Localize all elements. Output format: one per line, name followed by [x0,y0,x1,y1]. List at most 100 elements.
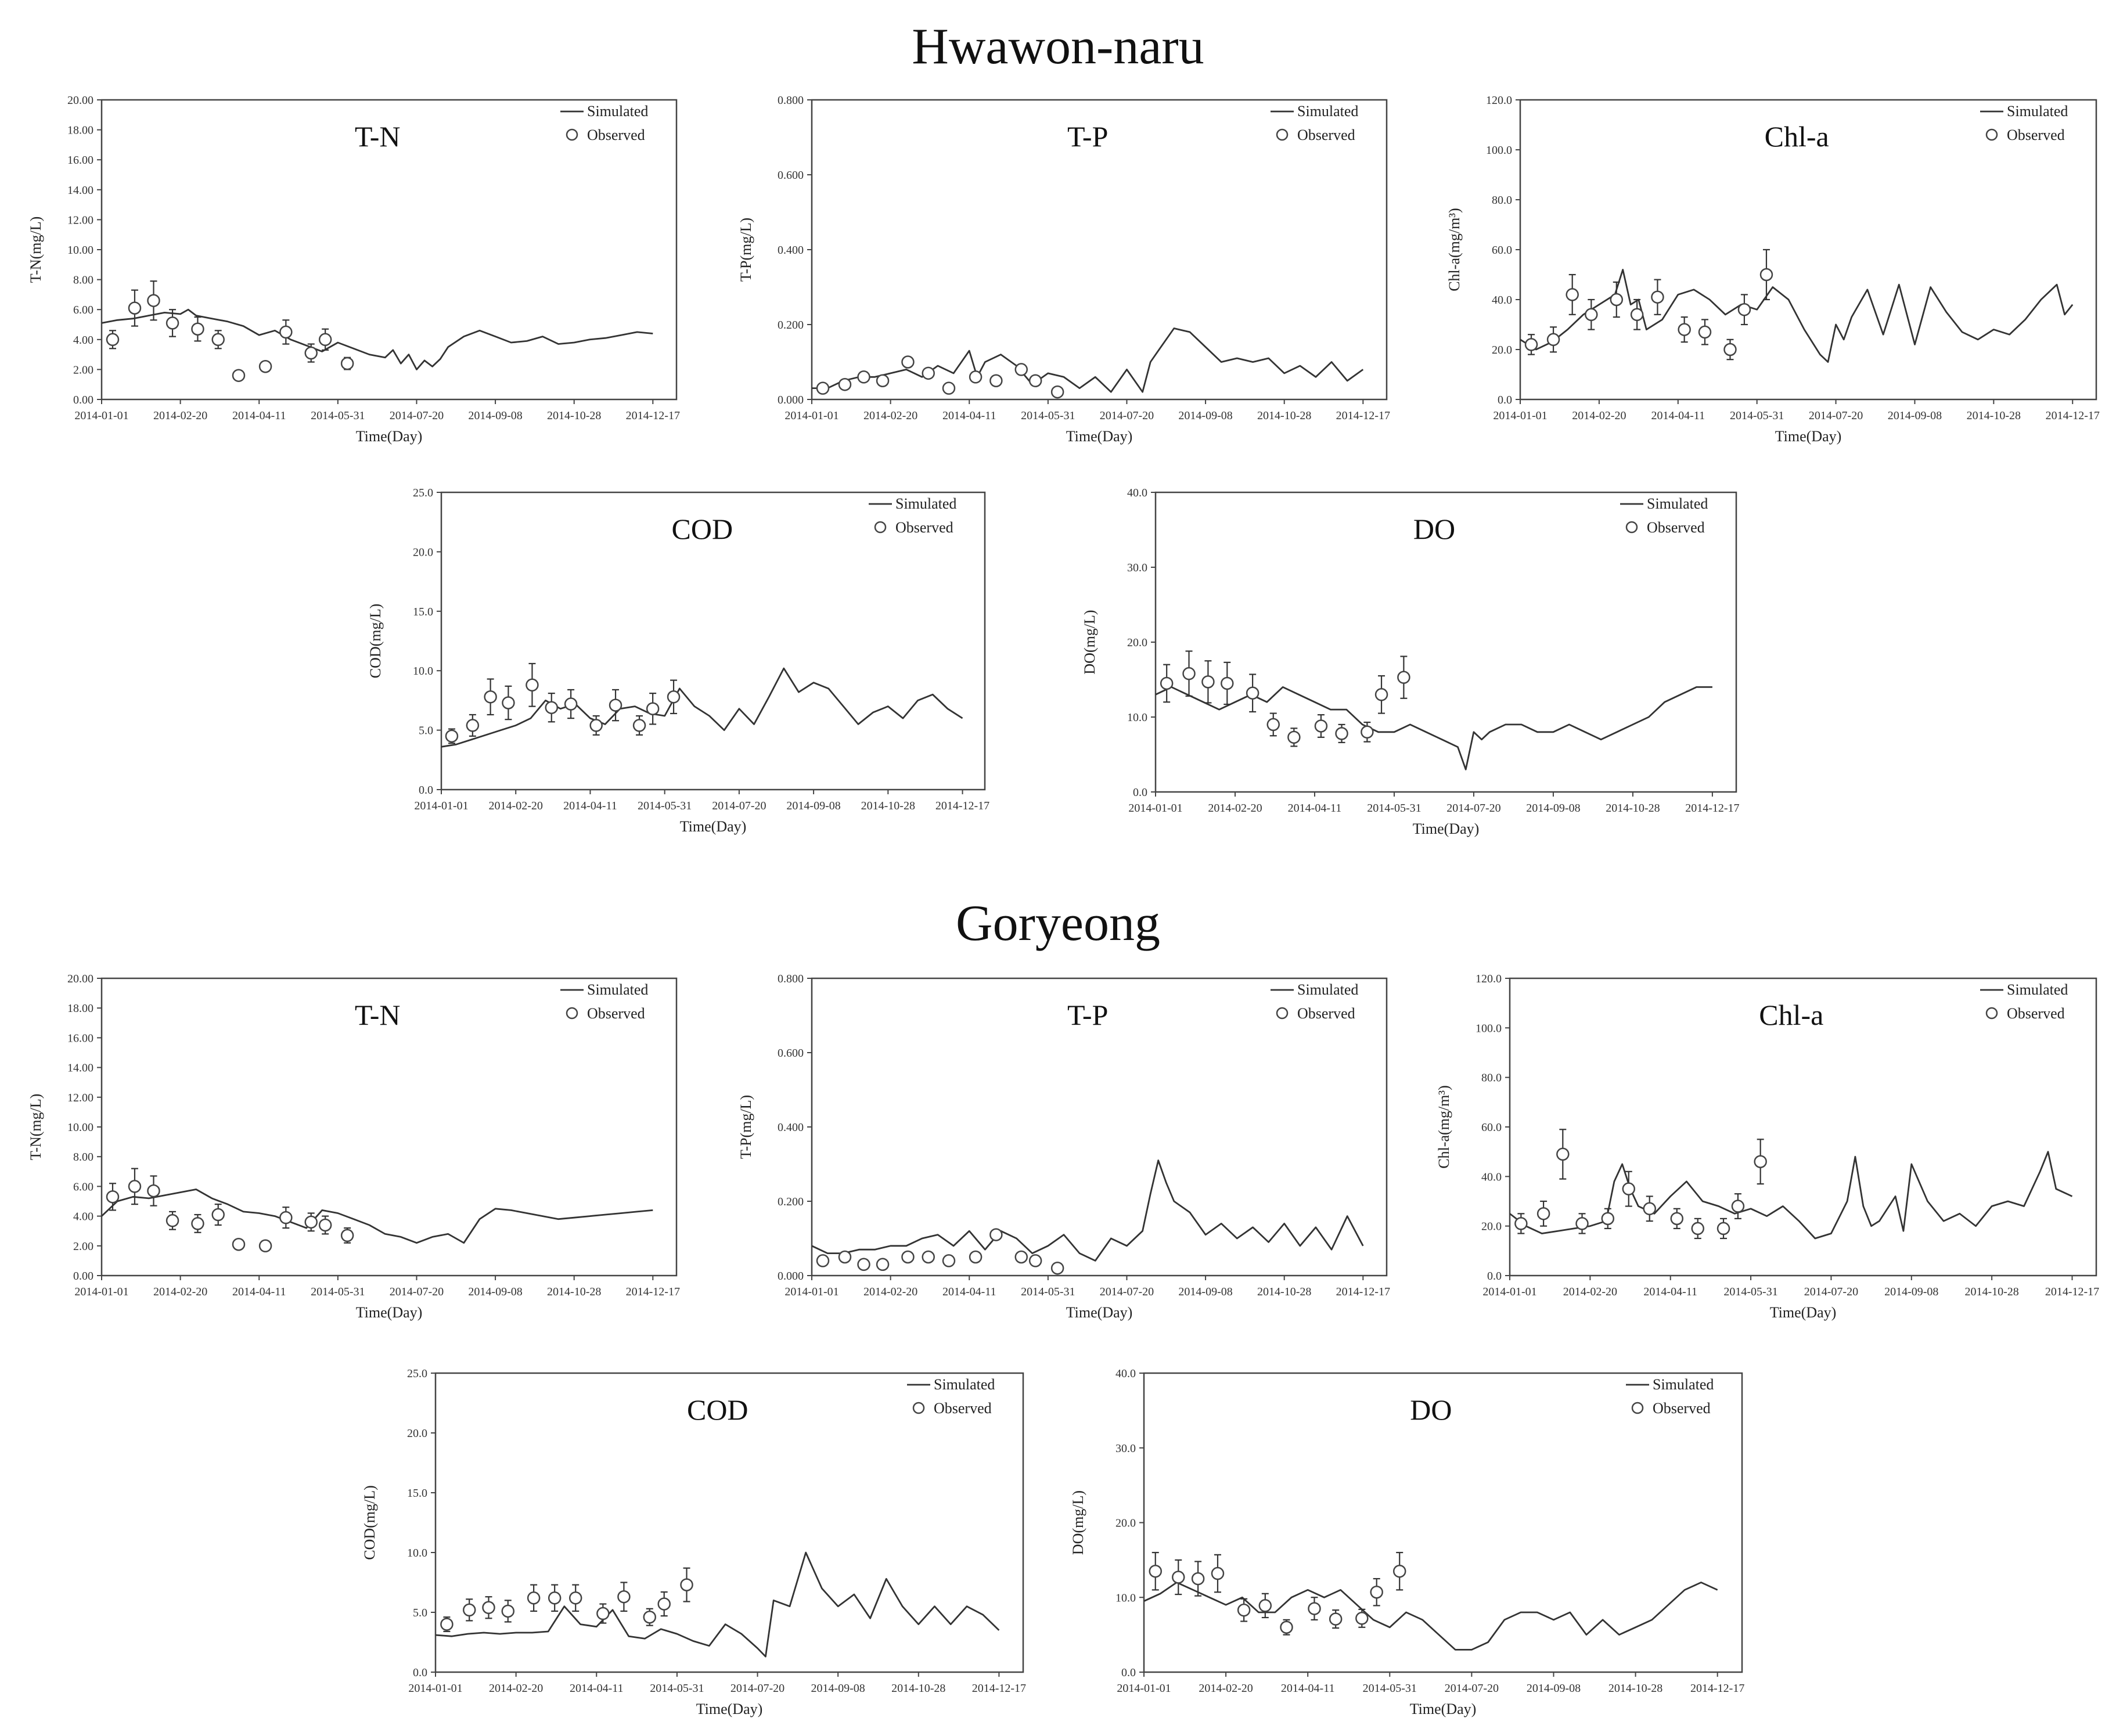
x-tick-label: 2014-01-01 [1482,1285,1536,1298]
y-tick-label: 60.0 [1492,244,1512,257]
chart-hw-tn: 0.00 2.00 4.00 6.00 8.00 10.00 12.00 14.00 16.00… [27,94,680,445]
x-tick-label: 2014-12-17 [2046,409,2100,422]
observed-point [816,1254,830,1267]
observed-marker [922,366,935,380]
observed-marker [304,346,318,360]
x-tick-label: 2014-12-17 [972,1682,1026,1695]
x-tick-label: 2014-07-20 [1446,802,1500,815]
chart-title: T-N [355,120,401,153]
y-tick-label: 20.0 [1481,1220,1502,1233]
chart-title: T-P [1067,999,1108,1031]
observed-marker [1670,1212,1684,1226]
legend-circle-icon [1276,128,1289,141]
observed-point [258,1239,272,1253]
x-tick-label: 2014-12-17 [1690,1682,1744,1695]
x-axis-label: Time(Day) [1775,428,1842,445]
x-tick-label: 2014-10-28 [1964,1285,2018,1298]
observed-marker [304,1215,318,1229]
observed-point [1643,1195,1656,1222]
y-tick-label: 14.00 [67,184,93,197]
observed-point [1221,661,1234,705]
observed-point [857,370,870,384]
observed-marker [1280,1620,1293,1634]
chart-title: T-P [1067,120,1108,153]
y-tick-label: 0.0 [1498,394,1512,406]
chart-hw-chla: 0.0 20.0 40.0 60.0 80.0 100.0 120.0 2014-01-01 2… [1446,94,2100,445]
y-tick-label: 30.0 [1127,561,1147,574]
observed-point [1601,1208,1615,1230]
observed-marker [1691,1222,1705,1236]
legend: Simulated Observed [907,1376,995,1417]
observed-marker [816,381,830,395]
observed-marker [1397,671,1410,684]
observed-marker [643,1610,657,1624]
x-tick-label: 2014-07-20 [1804,1285,1858,1298]
observed-point [1622,1170,1636,1207]
observed-point [340,356,354,370]
observed-marker [646,702,660,715]
observed-point [191,1213,204,1233]
observed-marker [857,370,870,384]
observed-marker [191,322,204,336]
observed-marker [1737,302,1751,316]
observed-point [1308,1597,1321,1620]
observed-marker [1014,1250,1028,1264]
y-axis-label: T-P(mg/L) [737,218,754,282]
chart-title: DO [1410,1393,1452,1426]
series-line-simulated [441,667,963,748]
observed-point [969,370,983,384]
x-tick-label: 2014-07-20 [1445,1682,1499,1695]
observed-point [1182,650,1196,697]
observed-marker [279,325,293,339]
observed-point [165,309,179,337]
observed-point [482,1596,495,1619]
observed-point [942,1254,956,1267]
series-line-simulated [1509,1151,2073,1240]
y-tick-label: 0.000 [778,394,804,406]
chart-hw-tp: 0.000 0.200 0.400 0.600 0.800 2014-01-01 2014-… [737,94,1390,445]
observed-marker [667,690,681,704]
observed-point [1759,248,1773,301]
x-tick-label: 2014-02-20 [863,409,917,422]
x-tick-label: 2014-01-01 [1493,409,1547,422]
observed-marker [1050,1261,1064,1275]
observed-marker [1370,1585,1383,1599]
x-tick-label: 2014-09-08 [1888,409,1942,422]
x-tick-label: 2014-01-01 [414,799,468,812]
observed-point [617,1582,631,1612]
observed-point [857,1258,870,1272]
observed-point [445,728,459,744]
chart-gr-tp: 0.000 0.200 0.400 0.600 0.800 2014-01-01 2014-… [737,973,1390,1321]
legend-label-observed: Observed [587,127,645,143]
x-tick-label: 2014-05-31 [1363,1682,1417,1695]
x-axis-label: Time(Day) [1066,428,1133,445]
observed-marker [482,1601,495,1615]
observed-marker [1536,1207,1550,1220]
observed-marker [165,1214,179,1227]
x-axis-label: Time(Day) [1413,820,1480,837]
legend-label-simulated: Simulated [2007,103,2068,120]
observed-marker [445,729,459,743]
observed-point [440,1616,454,1633]
observed-point [1397,655,1410,699]
y-tick-label: 10.00 [67,244,93,257]
x-tick-label: 2014-10-28 [1606,802,1660,815]
x-tick-label: 2014-09-08 [1884,1285,1938,1298]
y-tick-label: 10.0 [407,1547,427,1559]
legend: Simulated Observed [1980,103,2068,143]
observed-point [279,1206,293,1229]
observed-point [147,280,160,321]
legend-label-observed: Observed [1647,519,1705,536]
observed-point [876,1258,890,1272]
observed-marker [501,1604,515,1618]
observed-point [1014,1250,1028,1264]
observed-marker [1678,323,1691,336]
observed-marker [1622,1182,1636,1195]
x-axis-label: Time(Day) [1410,1701,1477,1717]
observed-marker [1556,1147,1570,1161]
x-tick-label: 2014-10-28 [547,409,601,422]
y-tick-label: 0.200 [778,1195,804,1208]
y-tick-label: 0.0 [1133,786,1147,799]
observed-marker [1651,290,1664,304]
